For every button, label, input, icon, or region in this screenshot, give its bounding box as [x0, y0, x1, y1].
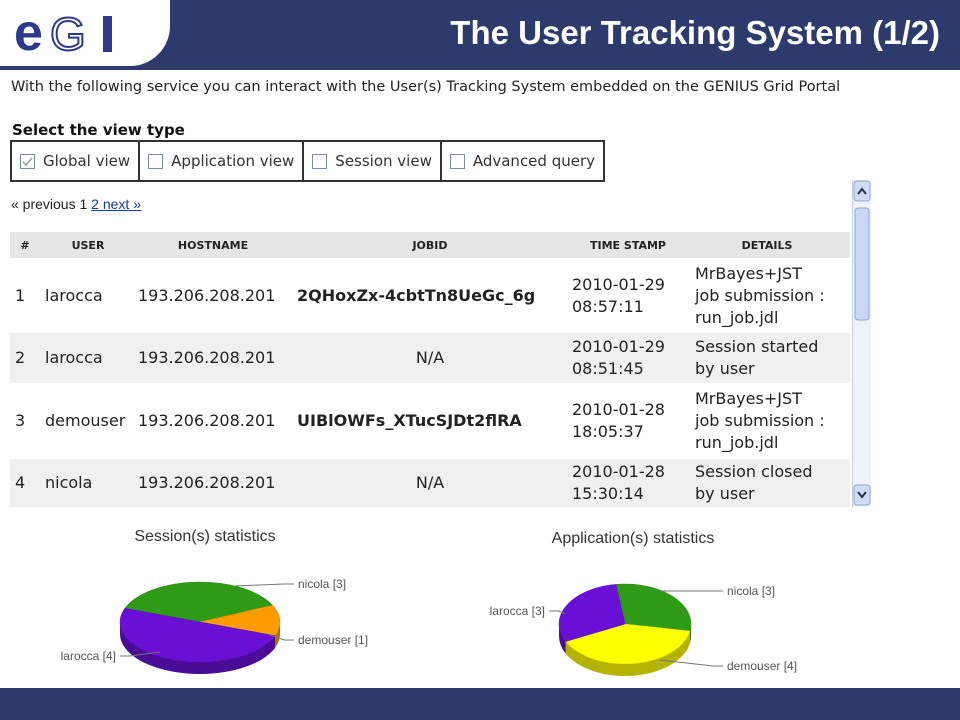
pie-slice-side — [275, 622, 280, 648]
details-line: run_job.jdl — [695, 307, 779, 327]
leader-line — [549, 610, 566, 615]
hostname: 193.206.208.201 — [138, 411, 276, 430]
details: Session closed by user — [695, 461, 813, 505]
user: larocca — [45, 285, 103, 305]
pie-label: demouser [4] — [727, 659, 797, 673]
details-line: Session closed — [695, 462, 813, 481]
option-label: Session view — [335, 152, 432, 170]
details: Session started by user — [695, 336, 818, 380]
user: demouser — [45, 411, 126, 430]
column-header: USER — [71, 239, 105, 252]
details-line: job submission : — [695, 411, 825, 430]
chart-title: Application(s) statistics — [552, 530, 715, 547]
pie-label: nicola [3] — [298, 577, 346, 591]
user: larocca — [45, 348, 103, 367]
view-option[interactable]: Application view — [140, 142, 305, 180]
leader-line — [120, 651, 161, 657]
jobid: UIBlOWFs_XTucSJDt2flRA — [297, 411, 522, 430]
option-label: Application view — [171, 152, 295, 170]
details-line: by user — [695, 359, 755, 378]
chart-title: Session(s) statistics — [134, 528, 275, 545]
leader-line — [659, 659, 723, 667]
hostname: 193.206.208.201 — [138, 348, 276, 367]
table-row: 4 nicola 193.206.208.201 N/A 2010-01-28 15:3… — [10, 459, 850, 507]
column-header: # — [20, 239, 30, 252]
pie-label: demouser [1] — [298, 633, 368, 647]
table-row: 1 larocca 193.206.208.201 2QHoxZx-4cbtTn8Ue… — [10, 258, 850, 333]
svg-text:e: e — [14, 4, 43, 62]
intro-text: With the following service you can inter… — [11, 79, 841, 95]
pie-slice — [199, 604, 281, 636]
checkbox[interactable] — [312, 153, 328, 169]
view-type-label: Select the view type — [12, 121, 185, 139]
table: # USER HOSTNAME JOBID TIME STAMP DETAILS 1 laro… — [10, 232, 850, 507]
column-header: JOBID — [412, 239, 448, 252]
view-option[interactable]: Global view — [12, 142, 141, 180]
table-row: 2 larocca 193.206.208.201 N/A 2010-01-29 08:… — [10, 333, 850, 383]
hostname: 193.206.208.201 — [138, 285, 276, 305]
pie-label: larocca [3] — [490, 604, 545, 618]
row-number: 2 — [15, 348, 26, 367]
hostname: 193.206.208.201 — [138, 473, 276, 492]
details-line: job submission : — [695, 285, 825, 305]
details: MrBayes+JST job submission : run_job.jdl — [695, 263, 825, 329]
svg-text:G: G — [50, 8, 86, 60]
leader-line — [267, 633, 294, 641]
table-row: 3 demouser 193.206.208.201 UIBlOWFs_XTucSJD… — [10, 383, 850, 459]
timestamp: 2010-01-28 18:05:37 — [572, 400, 665, 441]
details-line: MrBayes+JST — [695, 389, 802, 408]
details-line: run_job.jdl — [695, 433, 779, 452]
pie-label: nicola [3] — [727, 584, 775, 598]
pie-slice — [558, 584, 626, 642]
details-line: MrBayes+JST — [695, 263, 802, 283]
timestamp: 2010-01-29 08:51:45 — [572, 337, 665, 378]
pie-label: larocca [4] — [61, 649, 116, 663]
row-number: 1 — [15, 285, 26, 305]
checkbox[interactable] — [148, 153, 164, 169]
column-header: DETAILS — [741, 239, 793, 252]
row-number: 4 — [15, 473, 26, 492]
details-line: by user — [695, 484, 755, 503]
scrollbar[interactable] — [852, 180, 871, 507]
details: MrBayes+JST job submission : run_job.jdl — [695, 388, 825, 454]
column-header: HOSTNAME — [177, 239, 249, 252]
header-row: # USER HOSTNAME JOBID TIME STAMP DETAILS — [10, 232, 850, 258]
details-line: Session started — [695, 337, 819, 356]
pie-slice-side — [559, 624, 566, 654]
checkmark — [22, 157, 33, 166]
slide-title: The User Tracking System (1/2) — [450, 14, 940, 51]
pie-slice — [615, 583, 692, 632]
pie-slice — [124, 581, 273, 623]
logo-area: e G — [0, 0, 170, 66]
option-label: Global view — [43, 152, 131, 170]
pagination: « previous 1 2 next » — [11, 196, 141, 212]
checkbox[interactable] — [20, 153, 35, 169]
option-label: Advanced query — [472, 152, 596, 170]
view-option[interactable]: Session view — [304, 142, 442, 180]
footer-bar — [0, 688, 960, 720]
logo: e G — [14, 4, 112, 62]
user: nicola — [45, 473, 93, 492]
timestamp: 2010-01-29 08:57:11 — [572, 274, 665, 316]
pie-slice — [565, 623, 691, 665]
prev-link[interactable]: « previous 1 — [11, 196, 88, 212]
next-link[interactable]: 2 next » — [91, 196, 141, 212]
jobid: 2QHoxZx-4cbtTn8UeGc_6g — [297, 285, 536, 305]
timestamp: 2010-01-28 15:30:14 — [572, 462, 665, 503]
leader-line — [234, 583, 294, 587]
column-header: TIME STAMP — [590, 239, 666, 252]
pie-slice-side — [120, 622, 276, 674]
jobid: N/A — [415, 348, 445, 367]
pie-slice — [119, 608, 276, 663]
view-options: Global view Application view Session vie… — [10, 140, 606, 182]
checkbox[interactable] — [449, 153, 465, 169]
jobid: N/A — [415, 473, 445, 492]
pie-slice-side — [689, 624, 691, 643]
scrollbar-graphics — [853, 180, 871, 506]
row-number: 3 — [15, 411, 26, 430]
view-option[interactable]: Advanced query — [442, 142, 603, 180]
pie-slice-side — [565, 630, 690, 676]
